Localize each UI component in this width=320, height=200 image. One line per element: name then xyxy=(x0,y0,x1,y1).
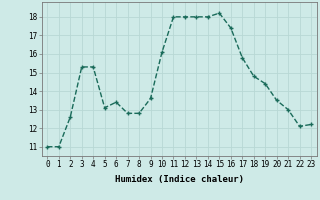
X-axis label: Humidex (Indice chaleur): Humidex (Indice chaleur) xyxy=(115,175,244,184)
